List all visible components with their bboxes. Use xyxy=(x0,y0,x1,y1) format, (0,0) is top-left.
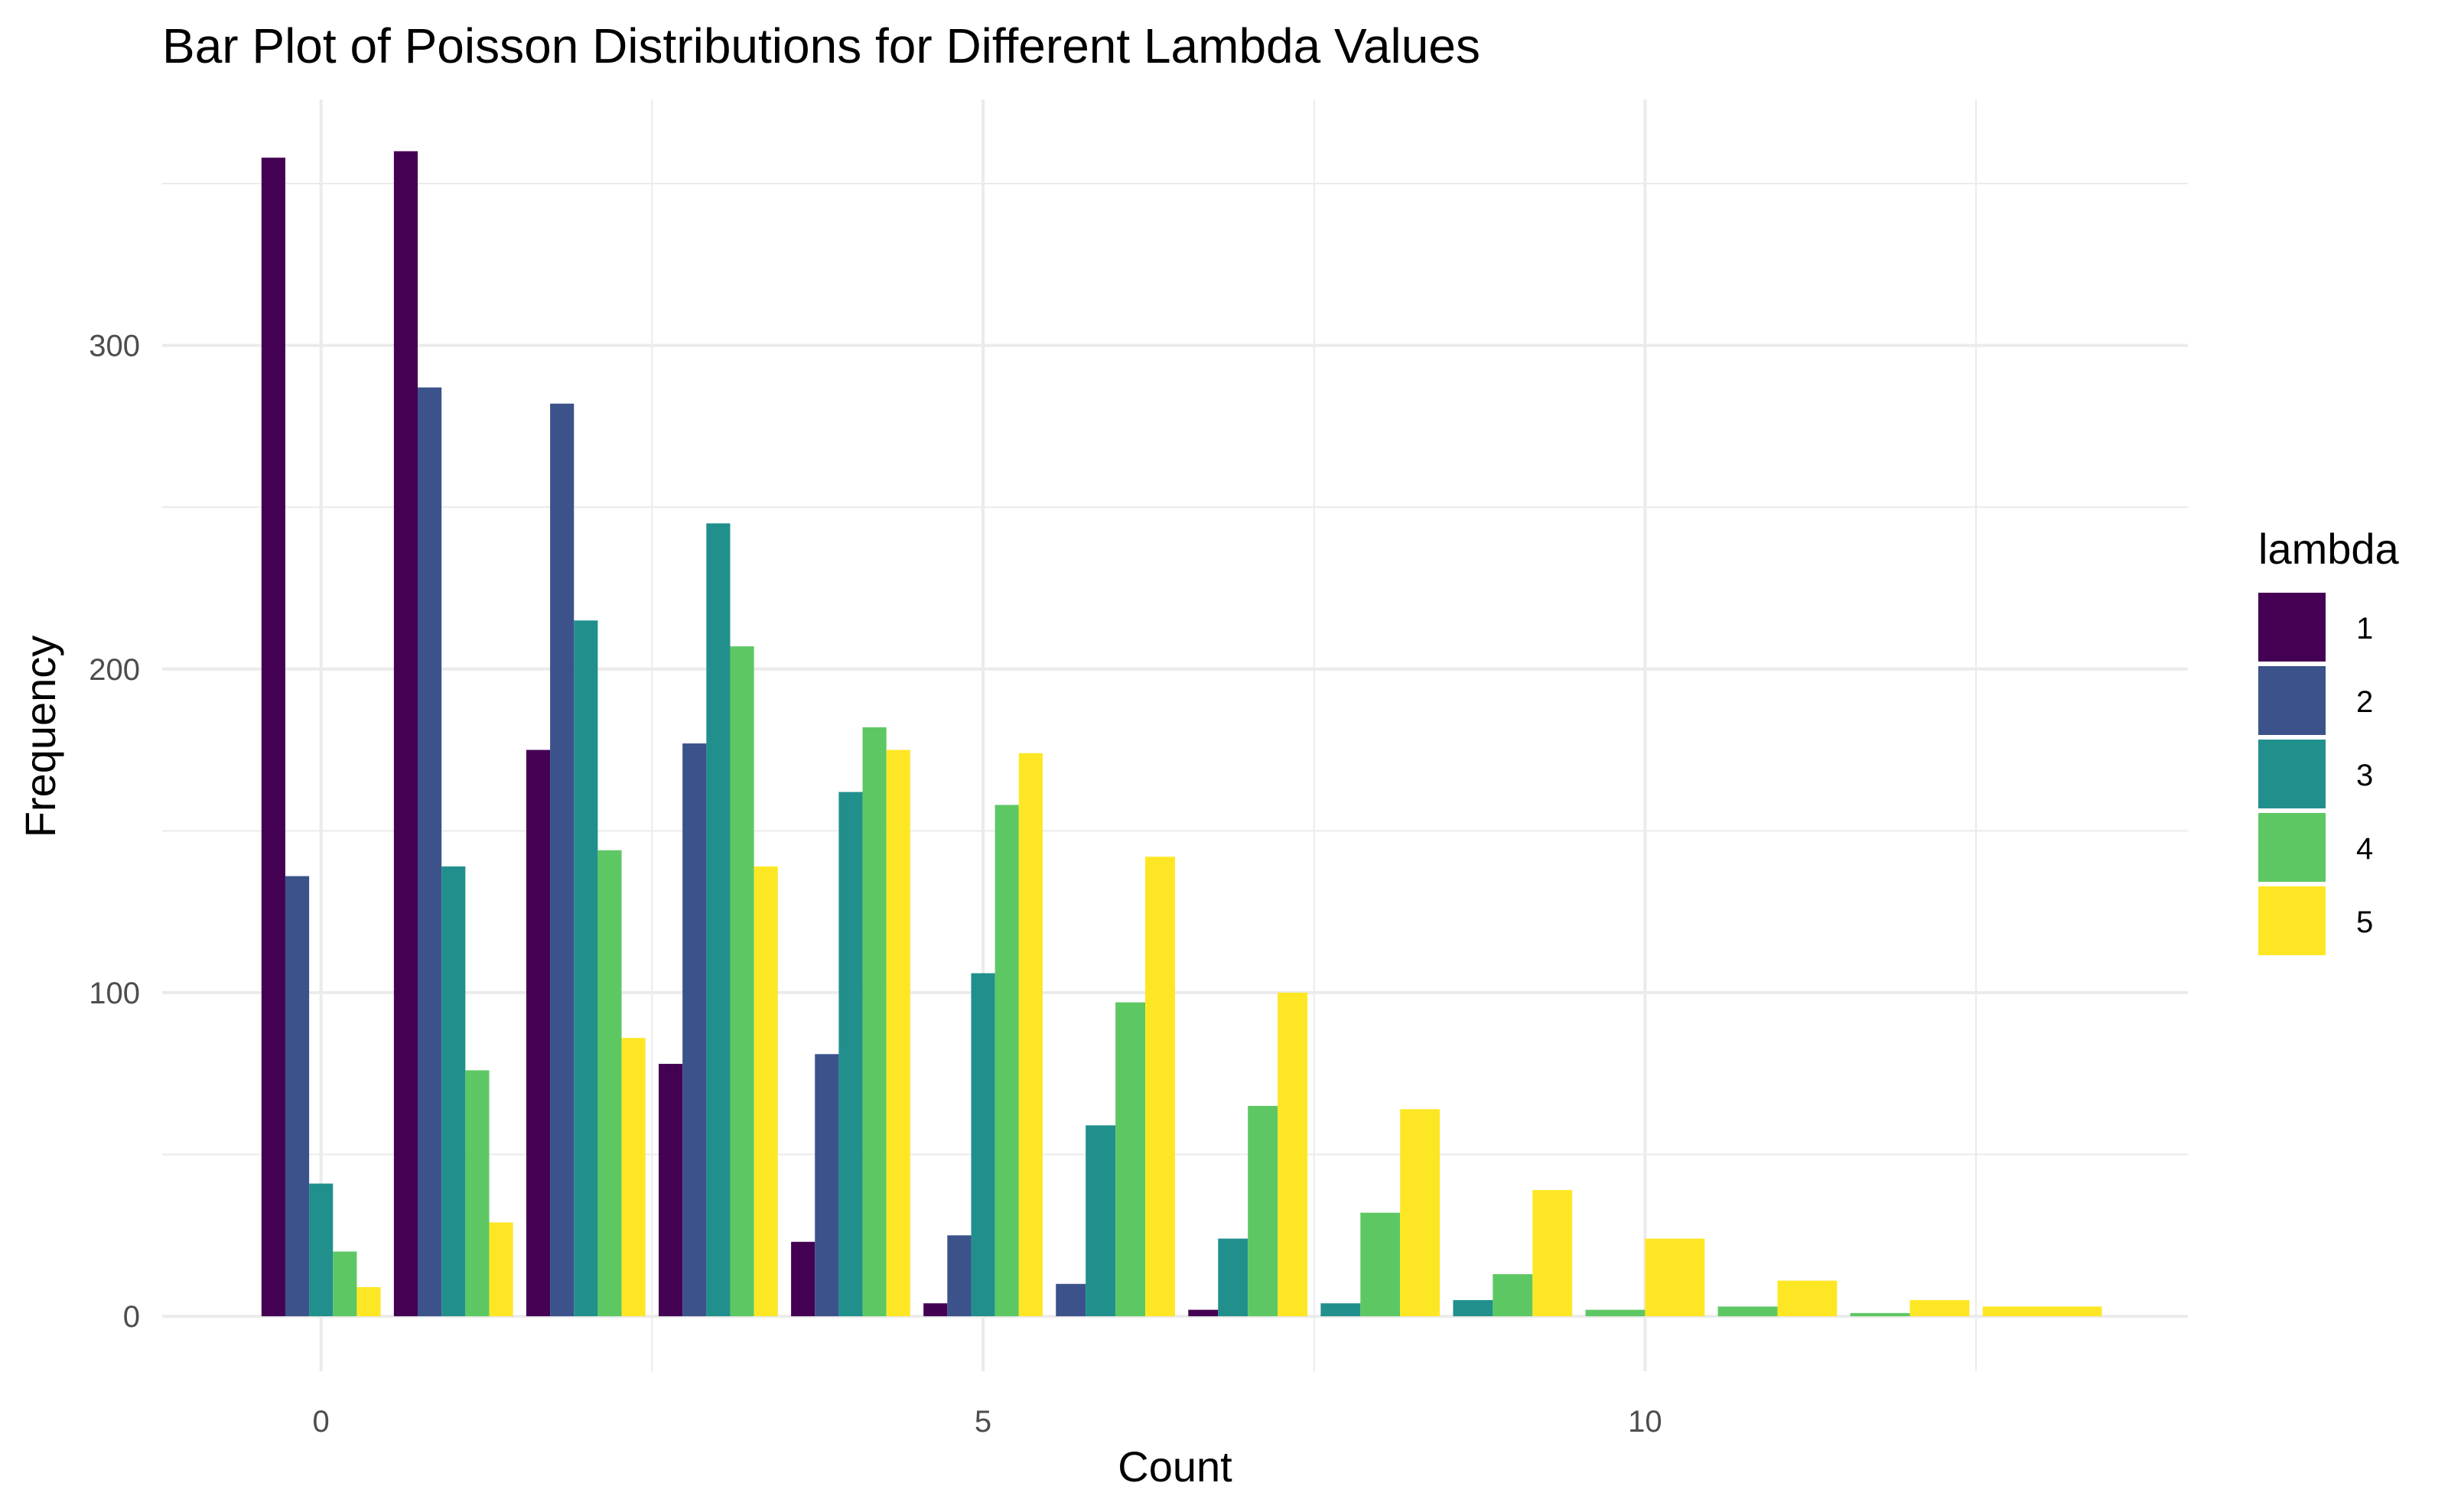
bar-lambda-2-count-6 xyxy=(1056,1283,1086,1317)
bar-lambda-4-count-9 xyxy=(1493,1274,1533,1317)
x-tick-label: 10 xyxy=(1628,1405,1662,1439)
bar-lambda-3-count-2 xyxy=(574,620,598,1317)
bar-lambda-4-count-0 xyxy=(333,1251,357,1317)
legend-key-5 xyxy=(2258,886,2326,955)
bar-lambda-3-count-6 xyxy=(1086,1125,1116,1317)
y-tick-label: 100 xyxy=(89,977,140,1010)
legend-title: lambda xyxy=(2258,525,2400,573)
bar-lambda-5-count-6 xyxy=(1145,857,1175,1317)
legend-key-2 xyxy=(2258,666,2326,735)
bar-lambda-5-count-7 xyxy=(1278,992,1308,1317)
x-tick-labels: 0 5 10 xyxy=(313,1405,1662,1439)
legend-label-5: 5 xyxy=(2356,906,2373,939)
bar-lambda-3-count-7 xyxy=(1218,1238,1248,1317)
bar-lambda-3-count-9 xyxy=(1453,1299,1493,1317)
bar-lambda-4-count-11 xyxy=(1717,1306,1778,1317)
x-tick-label: 5 xyxy=(975,1405,991,1439)
bar-lambda-1-count-2 xyxy=(526,749,551,1317)
y-tick-label: 0 xyxy=(123,1300,140,1334)
bar-lambda-4-count-8 xyxy=(1360,1212,1401,1317)
bar-lambda-4-count-3 xyxy=(730,646,754,1317)
legend-label-1: 1 xyxy=(2356,612,2373,645)
bar-lambda-5-count-8 xyxy=(1400,1109,1440,1317)
legend-label-3: 3 xyxy=(2356,759,2373,792)
bar-lambda-4-count-2 xyxy=(597,850,622,1317)
x-tick-label: 0 xyxy=(313,1405,330,1439)
bar-lambda-3-count-1 xyxy=(441,866,466,1317)
bar-lambda-1-count-4 xyxy=(791,1241,815,1317)
bar-lambda-5-count-5 xyxy=(1018,753,1043,1317)
bar-lambda-5-count-2 xyxy=(621,1038,646,1317)
y-tick-label: 300 xyxy=(89,330,140,363)
bar-lambda-1-count-3 xyxy=(659,1064,683,1317)
y-axis-title: Frequency xyxy=(16,636,64,838)
bar-lambda-5-count-13 xyxy=(1982,1306,2102,1317)
bar-lambda-3-count-8 xyxy=(1320,1303,1361,1317)
chart-title: Bar Plot of Poisson Distributions for Di… xyxy=(162,18,1480,73)
bar-lambda-1-count-5 xyxy=(923,1303,948,1317)
bar-lambda-2-count-2 xyxy=(550,403,575,1317)
legend-key-4 xyxy=(2258,813,2326,882)
bar-lambda-1-count-1 xyxy=(393,151,418,1317)
bar-lambda-4-count-6 xyxy=(1115,1002,1146,1317)
bar-lambda-4-count-7 xyxy=(1248,1106,1278,1317)
y-tick-label: 200 xyxy=(89,653,140,687)
legend-label-4: 4 xyxy=(2356,832,2373,866)
bar-lambda-5-count-9 xyxy=(1532,1190,1573,1317)
bars xyxy=(261,151,2102,1317)
bar-lambda-3-count-0 xyxy=(309,1183,334,1317)
legend-key-3 xyxy=(2258,740,2326,808)
legend-key-1 xyxy=(2258,593,2326,662)
bar-lambda-5-count-3 xyxy=(754,866,778,1317)
bar-lambda-3-count-3 xyxy=(706,523,731,1317)
bar-lambda-2-count-3 xyxy=(682,743,707,1317)
bar-lambda-1-count-0 xyxy=(261,158,285,1317)
bar-lambda-5-count-10 xyxy=(1645,1238,1705,1317)
bar-lambda-5-count-12 xyxy=(1909,1299,1970,1317)
bar-lambda-2-count-5 xyxy=(947,1235,972,1317)
bar-lambda-5-count-11 xyxy=(1777,1280,1838,1317)
legend: lambda 1 2 3 4 5 xyxy=(2258,525,2400,955)
bar-lambda-5-count-0 xyxy=(356,1286,381,1317)
bar-lambda-2-count-4 xyxy=(815,1054,839,1317)
bar-lambda-1-count-7 xyxy=(1188,1309,1219,1317)
bar-lambda-5-count-1 xyxy=(489,1222,513,1317)
bar-lambda-4-count-10 xyxy=(1585,1309,1646,1317)
legend-label-2: 2 xyxy=(2356,685,2373,719)
x-axis-title: Count xyxy=(1118,1442,1232,1491)
bar-lambda-3-count-5 xyxy=(971,973,995,1317)
bar-lambda-4-count-5 xyxy=(994,805,1019,1317)
bar-lambda-2-count-1 xyxy=(418,387,442,1317)
bar-lambda-4-count-1 xyxy=(465,1070,490,1317)
bar-lambda-4-count-12 xyxy=(1850,1312,1910,1317)
bar-lambda-3-count-4 xyxy=(838,792,863,1317)
bar-lambda-5-count-4 xyxy=(886,749,910,1317)
bar-lambda-2-count-0 xyxy=(285,876,310,1317)
bar-lambda-4-count-4 xyxy=(862,727,887,1317)
y-tick-labels: 0 100 200 300 xyxy=(89,330,140,1334)
